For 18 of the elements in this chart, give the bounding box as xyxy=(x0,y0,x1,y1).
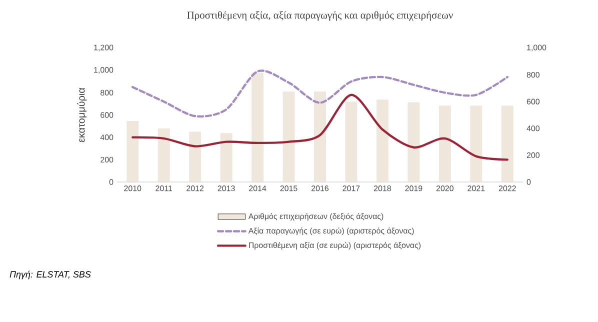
bar xyxy=(189,132,202,182)
chart-title: Προστιθέμενη αξία, αξία παραγωγής και αριθμός επιχειρήσεων xyxy=(187,11,453,21)
text: Πηγή: ELSTAT, SBS xyxy=(10,270,91,280)
bar xyxy=(376,100,388,182)
bar xyxy=(252,72,264,182)
bar xyxy=(470,106,482,182)
line-series xyxy=(132,94,508,161)
y-axis-title: εκατομμύρια xyxy=(77,88,87,142)
bar xyxy=(501,106,514,182)
bar xyxy=(438,106,451,182)
bar xyxy=(158,128,170,182)
bar xyxy=(314,92,326,182)
bar xyxy=(408,102,420,182)
line-series xyxy=(132,70,508,118)
bar xyxy=(220,133,232,182)
bar xyxy=(126,121,139,182)
bar xyxy=(282,92,295,182)
bar xyxy=(345,102,358,182)
